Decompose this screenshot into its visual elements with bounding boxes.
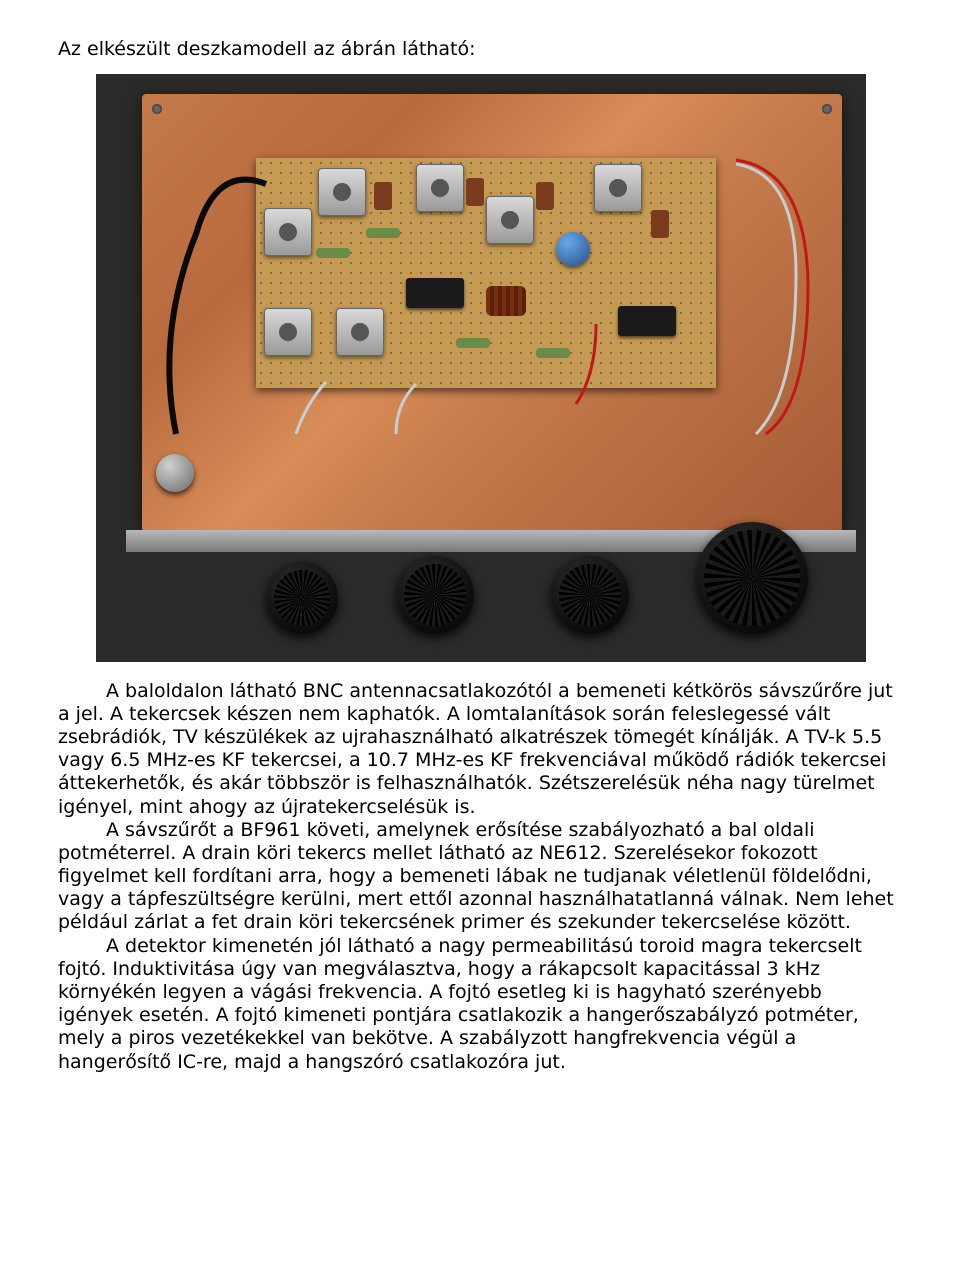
paragraph-1: A baloldalon látható BNC antennacsatlako… bbox=[58, 680, 902, 819]
photo-container bbox=[58, 74, 902, 662]
paragraph-3: A detektor kimenetén jól látható a nagy … bbox=[58, 935, 902, 1074]
wires-icon bbox=[96, 74, 866, 662]
body-text: A baloldalon látható BNC antennacsatlako… bbox=[58, 680, 902, 1074]
intro-text: Az elkészült deszkamodell az ábrán látha… bbox=[58, 38, 902, 62]
paragraph-2: A sávszűrőt a BF961 követi, amelynek erő… bbox=[58, 819, 902, 935]
document-page: Az elkészült deszkamodell az ábrán látha… bbox=[0, 0, 960, 1104]
breadboard-photo bbox=[96, 74, 866, 662]
